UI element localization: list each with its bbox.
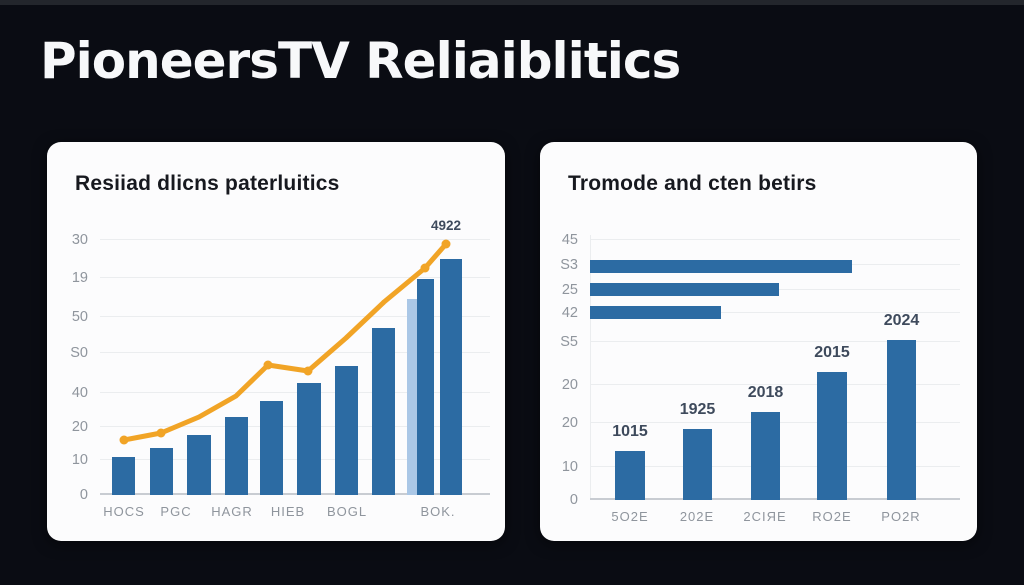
gridline [100,459,490,460]
line-marker [303,366,313,376]
gridline [590,384,960,385]
x-tick-label: 5O2E [611,509,649,524]
bar [112,457,135,495]
y-tick-label: S3 [560,257,578,273]
page-title: PioneersTV Reliaiblitics [40,32,681,90]
line-marker [263,360,273,370]
y-tick-label: S0 [70,345,88,361]
peak-value-annotation: 4922 [430,218,462,233]
x-tick-label: RO2E [812,509,852,524]
trend-line [119,239,451,445]
horizontal-bar [590,306,721,319]
gridline [100,239,490,240]
bar [440,259,462,495]
y-axis-line [590,235,591,500]
x-tick-label: HOCS [103,504,145,519]
horizontal-bar [590,260,852,273]
bar-value-label: 1925 [679,401,716,418]
bar [297,383,321,495]
y-tick-label: 50 [71,309,88,325]
bar [225,417,248,495]
x-tick-label: HIEB [270,504,306,519]
horizontal-bar [590,283,779,296]
left-chart-plot: 30 19 50 S0 40 20 10 0 HOCS PGC HAGR HIEB BOGL BOK. 49… [70,218,490,519]
bar [335,366,358,495]
gridline [590,341,960,342]
bar [150,448,173,495]
x-tick-label: BOGL [326,504,368,519]
gridline [100,392,490,393]
line-marker [441,239,451,249]
y-tick-label: 42 [561,305,578,321]
x-tick-label: 202E [679,509,715,524]
line-marker [156,428,166,438]
y-tick-label: 30 [71,232,88,248]
y-tick-label: 10 [561,459,578,475]
bar [751,412,780,500]
gridline [100,316,490,317]
gridline [590,239,960,240]
y-tick-label: 10 [71,452,88,468]
bar-value-label: 2024 [883,312,920,329]
bar [417,279,434,495]
right-chart-plot: 45 S3 25 42 S5 20 20 10 0 1015 1925 2018 2015 2024 5O2… [560,232,960,524]
gridline [100,352,490,353]
x-tick-label: PGC [160,504,192,519]
bar [187,435,211,495]
bar-value-label: 2018 [747,384,784,401]
right-chart-card: Tromode and cten betirs 45 S3 25 42 S5 20 20 10… [540,142,977,541]
x-axis-line [100,493,490,495]
y-tick-label: 0 [569,492,578,508]
y-tick-label: 25 [561,282,578,298]
line-marker [119,435,129,445]
y-tick-label: 19 [71,270,88,286]
bar-value-label: 1015 [612,423,648,440]
y-tick-label: 40 [71,385,88,401]
y-tick-label: 20 [561,415,578,431]
bar [887,340,916,500]
gridline [590,312,960,313]
bar [372,328,395,495]
top-edge-strip [0,0,1024,5]
y-tick-label: 45 [561,232,578,248]
x-tick-label: PO2R [881,509,921,524]
y-tick-label: 20 [71,419,88,435]
x-tick-label: BOK. [420,504,456,519]
y-tick-label: 0 [79,487,88,503]
left-chart-card: Resiiad dlicns paterluitics 30 19 50 S0 40 20… [47,142,505,541]
bar [683,429,712,500]
x-tick-label: HAGR [211,504,253,519]
bar [615,451,645,500]
bar-highlight [407,299,417,495]
x-tick-label: 2CIЯE [743,509,787,524]
bar [260,401,283,495]
right-chart-title: Tromode and cten betirs [568,172,817,195]
bar [817,372,847,500]
y-tick-label: S5 [560,334,578,350]
gridline [100,426,490,427]
left-chart-title: Resiiad dlicns paterluitics [75,172,340,195]
line-marker [420,263,430,273]
gridline [100,277,490,278]
y-tick-label: 20 [561,377,578,393]
bar-value-label: 2015 [814,344,850,361]
